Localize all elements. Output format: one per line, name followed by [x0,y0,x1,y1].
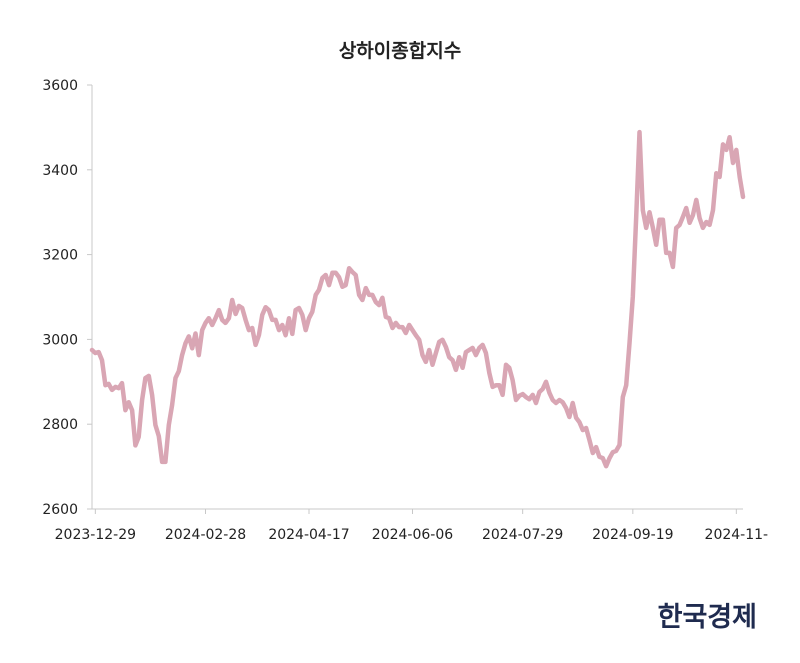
x-tick-label: 2024-11- [705,527,769,543]
series-line [89,129,746,469]
y-tick-label: 3200 [42,248,78,264]
brand-logo: 한국경제 [658,602,757,633]
chart-title: 상하이종합지수 [339,40,461,62]
x-axis: 2023-12-29 2024-02-28 2024-04-17 2024-06-06… [55,508,769,543]
y-tick-label: 2600 [42,502,78,518]
y-tick-label: 3600 [42,78,78,94]
x-tick-label: 2023-12-29 [55,527,136,543]
y-tick-label: 3400 [42,163,78,179]
x-tick-label: 2024-06-06 [372,527,453,543]
x-tick-label: 2024-04-17 [268,527,349,543]
y-tick-label: 3000 [42,332,78,348]
x-tick-label: 2024-09-19 [592,527,673,543]
y-axis: 2600 2800 3000 3200 3400 3600 [42,78,93,518]
x-tick-label: 2024-02-28 [165,527,246,543]
y-tick-label: 2800 [42,417,78,433]
x-tick-label: 2024-07-29 [482,527,563,543]
